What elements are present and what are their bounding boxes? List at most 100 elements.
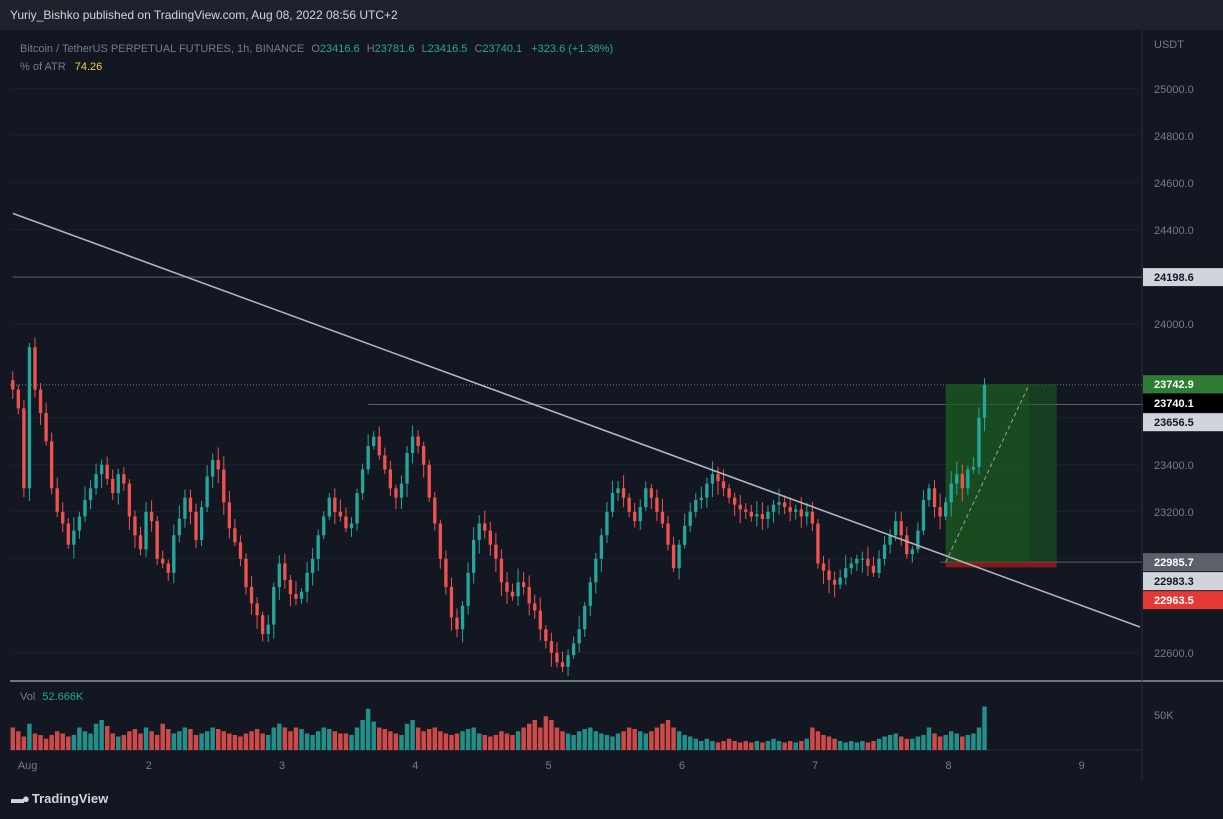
- volume-bar: [243, 733, 249, 750]
- candle-body: [94, 474, 98, 489]
- volume-bar: [104, 726, 110, 750]
- price-label-text: 22985.7: [1154, 557, 1194, 569]
- volume-bar: [932, 733, 937, 750]
- volume-bar: [404, 723, 410, 750]
- volume-bar: [688, 736, 693, 750]
- trendline[interactable]: [12, 212, 1141, 628]
- volume-bar: [171, 733, 177, 750]
- volume-bar: [210, 727, 215, 750]
- candle-body: [799, 509, 803, 517]
- volume-bar: [604, 735, 610, 750]
- price-label-box: [1143, 394, 1223, 413]
- price-tick-label: 23200.0: [1154, 507, 1194, 519]
- candle-body: [155, 521, 159, 559]
- candle-body: [505, 582, 509, 592]
- candle-body: [266, 624, 270, 634]
- volume-bar: [66, 736, 71, 750]
- volume-bar: [976, 727, 982, 750]
- currency-label[interactable]: USDT: [1154, 39, 1184, 51]
- volume-bar: [865, 742, 871, 750]
- candle-body: [610, 492, 615, 512]
- volume-tick-label: 50K: [1154, 710, 1174, 722]
- volume-bar: [754, 741, 760, 750]
- candle-body: [344, 516, 348, 529]
- candle-body: [871, 565, 876, 573]
- candle-body: [22, 408, 26, 489]
- chart-area[interactable]: 22600.023000.023200.023400.023600.024000…: [10, 30, 1223, 780]
- volume-bar: [304, 733, 310, 750]
- volume-bar: [599, 733, 604, 750]
- candle-body: [327, 497, 331, 517]
- volume-bar: [249, 731, 254, 750]
- candle-body: [766, 511, 770, 519]
- candle-body: [910, 549, 914, 555]
- candle-body: [516, 582, 520, 597]
- volume-bar: [227, 733, 232, 750]
- chart-canvas[interactable]: 22600.023000.023200.023400.023600.024000…: [10, 30, 1223, 780]
- candle-body: [549, 641, 554, 653]
- candle-body: [683, 525, 687, 545]
- candle-body: [44, 413, 48, 442]
- price-tick-label: 23400.0: [1154, 460, 1194, 472]
- candle-body: [188, 497, 193, 512]
- price-tick-label: 22600.0: [1154, 648, 1194, 660]
- candle-body: [449, 586, 454, 618]
- candle-body: [849, 563, 853, 569]
- tradingview-logo[interactable]: ▬● TradingView: [11, 791, 108, 806]
- price-label-text: 23656.5: [1154, 417, 1194, 429]
- candle-body: [916, 530, 920, 550]
- price-tick-label: 24600.0: [1154, 178, 1194, 190]
- volume-bar: [177, 731, 182, 750]
- volume-bar: [682, 735, 687, 750]
- volume-bar: [371, 721, 376, 750]
- candle-body: [877, 558, 881, 573]
- candle-body: [866, 558, 870, 566]
- volume-bar: [343, 733, 349, 750]
- volume-bar: [321, 727, 326, 750]
- volume-name[interactable]: Vol: [20, 691, 36, 703]
- candle-body: [844, 568, 848, 578]
- volume-bar: [260, 733, 265, 750]
- volume-bar: [399, 735, 404, 750]
- candle-body: [794, 509, 798, 512]
- volume-bar: [32, 733, 38, 750]
- volume-bar: [43, 738, 49, 750]
- time-tick-label: Aug: [18, 760, 38, 772]
- volume-bar: [421, 731, 426, 750]
- candle-body: [982, 384, 987, 418]
- volume-bar: [654, 727, 660, 750]
- price-label-box: [1143, 572, 1223, 591]
- volume-bar: [388, 731, 393, 750]
- volume-bar: [571, 735, 576, 750]
- candle-body: [583, 605, 587, 630]
- volume-bar: [565, 733, 571, 750]
- volume-bar: [188, 729, 193, 750]
- candle-body: [555, 652, 559, 663]
- volume-bar: [88, 733, 93, 750]
- candle-body: [644, 488, 648, 508]
- stop-zone[interactable]: [945, 562, 1057, 568]
- candle-body: [338, 511, 343, 517]
- candle-body: [377, 436, 381, 456]
- candle-body: [960, 474, 964, 489]
- target-zone[interactable]: [945, 384, 1057, 563]
- candle-body: [660, 511, 665, 524]
- candle-body: [599, 535, 604, 559]
- volume-bar: [843, 742, 848, 750]
- volume-bar: [27, 723, 32, 750]
- volume-bar: [127, 731, 132, 750]
- symbol-legend: Bitcoin / TetherUS PERPETUAL FUTURES, 1h…: [20, 40, 613, 76]
- candle-body: [777, 502, 781, 505]
- price-label-box: [1143, 553, 1223, 572]
- volume-bar: [621, 731, 626, 750]
- symbol-title[interactable]: Bitcoin / TetherUS PERPETUAL FUTURES, 1h…: [20, 43, 305, 55]
- volume-bar: [893, 733, 898, 750]
- volume-bar: [121, 735, 127, 750]
- candle-body: [855, 558, 859, 564]
- candle-body: [782, 502, 787, 508]
- candle-body: [649, 488, 654, 498]
- candle-body: [882, 544, 887, 559]
- indicator-name[interactable]: % of ATR: [20, 61, 66, 73]
- volume-bar: [482, 735, 487, 750]
- volume-bar: [54, 731, 60, 750]
